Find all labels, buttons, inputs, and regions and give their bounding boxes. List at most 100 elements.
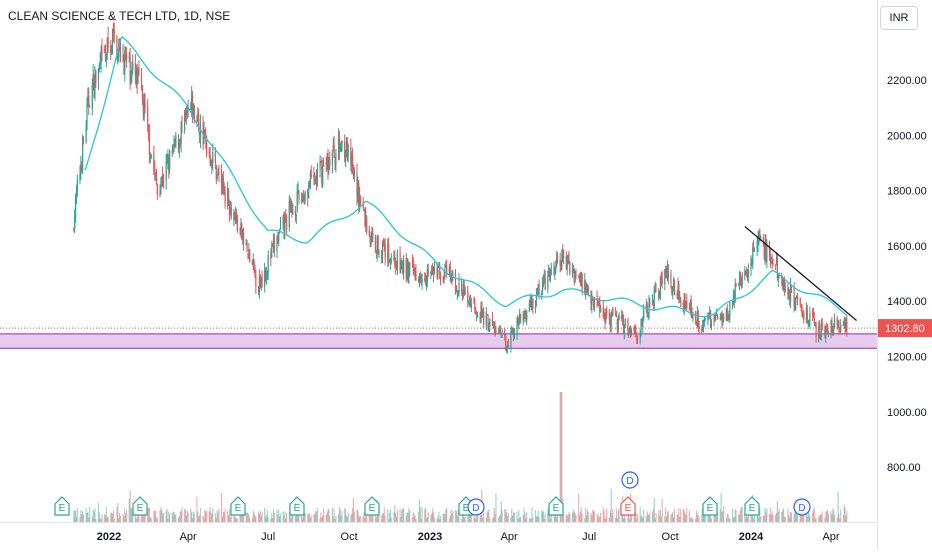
volume-bar (277, 514, 279, 522)
volume-bar (341, 511, 343, 522)
earnings-marker[interactable]: E (289, 496, 305, 516)
volume-bar (264, 507, 266, 522)
volume-bar (406, 512, 408, 522)
earnings-marker[interactable]: E (702, 496, 718, 516)
time-axis-bg[interactable] (0, 522, 877, 550)
support-zone-fill[interactable] (0, 333, 877, 349)
candle-body (436, 268, 438, 278)
volume-bar (186, 510, 188, 522)
volume-bar (308, 513, 310, 522)
volume-bar (184, 508, 186, 522)
earnings-marker[interactable]: E (364, 496, 380, 516)
volume-bar (296, 510, 298, 522)
volume-bar (772, 514, 774, 522)
candle-body (258, 275, 260, 293)
candle-body (608, 312, 611, 319)
candle-body (173, 138, 175, 147)
volume-bar (641, 515, 643, 522)
volume-bar (315, 511, 318, 522)
candle-body (731, 301, 734, 303)
candle-body (140, 74, 143, 83)
candle-body (162, 181, 165, 183)
candle-body (396, 252, 399, 269)
candle-body (672, 287, 674, 295)
volume-bar (331, 507, 333, 522)
candle-body (597, 300, 599, 302)
candle-body (366, 216, 368, 232)
volume-bar (154, 510, 156, 522)
dividend-marker[interactable]: D (621, 471, 639, 489)
candle-body (388, 260, 391, 263)
candle-body (169, 151, 171, 169)
volume-bar (204, 509, 206, 522)
currency-button[interactable]: INR (880, 6, 918, 30)
candle-body (246, 243, 248, 252)
earnings-marker[interactable]: E (230, 496, 246, 516)
trendline-line[interactable] (744, 226, 857, 322)
candle-body (327, 152, 329, 173)
earnings-marker[interactable]: E (548, 496, 564, 516)
candle-body (134, 63, 136, 76)
volume-bar (659, 509, 662, 522)
volume-bar (332, 516, 334, 522)
candle-body (81, 166, 83, 168)
candle-body (676, 293, 678, 297)
earnings-marker[interactable]: E (132, 496, 148, 516)
symbol-title[interactable]: CLEAN SCIENCE & TECH LTD, 1D, NSE (6, 9, 233, 23)
candle-body (107, 37, 109, 48)
candle-body (138, 68, 140, 75)
time-axis[interactable]: 2022 Apr Jul Oct 2023 Apr Jul Oct 2024 Apr (0, 522, 932, 550)
volume-bar (419, 507, 421, 522)
candle-body (448, 266, 450, 273)
candle-body (375, 251, 377, 253)
candle-body (611, 309, 613, 318)
dividend-marker[interactable]: D (467, 498, 485, 516)
volume-bar (836, 517, 838, 522)
support-zone[interactable] (0, 333, 877, 349)
candlesticks (73, 18, 848, 354)
event-markers[interactable]: E E E E E E D E EDE E D (54, 471, 811, 516)
earnings-marker[interactable]: E (744, 496, 760, 516)
candle-body (235, 213, 238, 217)
candle-body (682, 303, 684, 308)
candle-body (497, 330, 500, 332)
volume-bar (618, 508, 620, 522)
candle-body (728, 316, 730, 318)
candle-body (377, 236, 379, 253)
candle-body (338, 138, 341, 151)
candle-body (652, 300, 654, 307)
volume-bar (74, 510, 77, 522)
dividend-marker[interactable]: D (793, 498, 811, 516)
volume-bar (325, 514, 327, 522)
candle-body (304, 191, 306, 201)
candle-body (763, 244, 765, 258)
volume-bar (549, 518, 552, 522)
price-axis[interactable]: 2200.00 2000.00 1800.00 1600.00 1400.00 1200.… (877, 0, 932, 550)
candle-body (818, 325, 820, 339)
volume-bar (787, 509, 789, 522)
volume-bar (566, 515, 568, 522)
candle-body (802, 311, 804, 316)
volume-bar (344, 508, 346, 522)
volume-bar (575, 514, 577, 522)
earnings-marker[interactable]: E (620, 496, 636, 516)
volume-bar (217, 512, 219, 522)
volume-bar (173, 512, 175, 522)
volume-bar (307, 514, 309, 522)
event-marker-label: E (749, 503, 756, 514)
trendline[interactable] (744, 226, 857, 322)
volume-bar (640, 516, 642, 522)
volume-bar (313, 513, 315, 522)
earnings-marker[interactable]: E (54, 496, 70, 516)
volume-bar (89, 507, 91, 522)
volume-bar (99, 518, 101, 522)
candle-body (566, 257, 568, 269)
volume-bar (535, 516, 538, 522)
price-axis-bg[interactable] (877, 0, 932, 550)
volume-bar (239, 511, 241, 522)
candle-body (154, 167, 156, 172)
candle-body (517, 317, 519, 323)
candle-body (555, 267, 557, 271)
